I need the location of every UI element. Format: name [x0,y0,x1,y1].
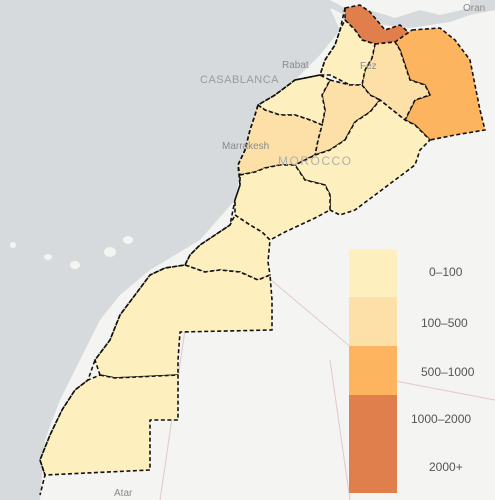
legend-swatch [349,297,397,346]
road-line [329,359,351,500]
island [70,261,80,269]
island [123,236,133,244]
legend-label: 2000+ [429,460,463,474]
legend-swatch [349,346,397,395]
legend-swatch [349,444,397,493]
region-laayoune-sakia-el-hamra[interactable] [94,264,273,379]
region-souss-massa[interactable] [234,164,331,241]
island [10,242,16,248]
region-draa-tafilalet[interactable] [294,99,431,216]
legend-label: 100–500 [421,316,468,330]
legend-label: 0–100 [429,265,463,279]
legend-label: 1000–2000 [411,412,472,426]
legend: 0–100 100–500 500–1000 1000–2000 2000+ [349,249,489,493]
island [44,254,52,260]
island [104,247,116,257]
legend-label: 500–1000 [421,365,475,379]
coastline [39,7,346,496]
land-iberia [300,0,470,18]
legend-swatch [349,395,397,444]
legend-swatch [349,249,397,298]
region-rabat-sale-kenitra[interactable] [319,19,376,86]
